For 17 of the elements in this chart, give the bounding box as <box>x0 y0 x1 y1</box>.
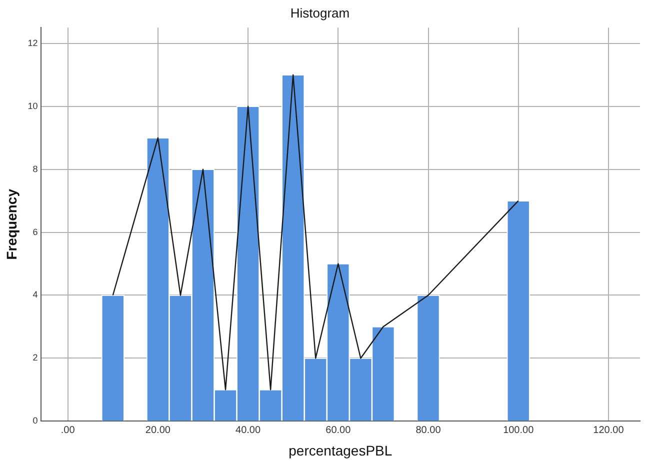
y-tick-label: 12 <box>28 38 38 48</box>
y-tick-label: 6 <box>32 226 38 237</box>
x-tick-label: 60.00 <box>326 424 352 436</box>
x-tick-label: 20.00 <box>145 424 171 436</box>
y-axis-title: Frequency <box>3 188 20 260</box>
x-tick-label: 100.00 <box>503 424 534 436</box>
x-tick-label: 120.00 <box>593 424 624 436</box>
x-axis-title: percentagesPBL <box>288 442 392 458</box>
y-tick-label: 8 <box>32 164 38 174</box>
y-tick-label: 2 <box>32 352 38 363</box>
chart-title: Histogram <box>290 5 350 20</box>
x-tick-label: 40.00 <box>236 424 261 436</box>
y-tick-label: 10 <box>28 100 38 111</box>
x-tick-label: 80.00 <box>416 424 442 436</box>
y-tick-label: 4 <box>32 290 38 300</box>
x-tick-label: .00 <box>60 424 76 436</box>
y-tick-label: 0 <box>32 416 38 426</box>
